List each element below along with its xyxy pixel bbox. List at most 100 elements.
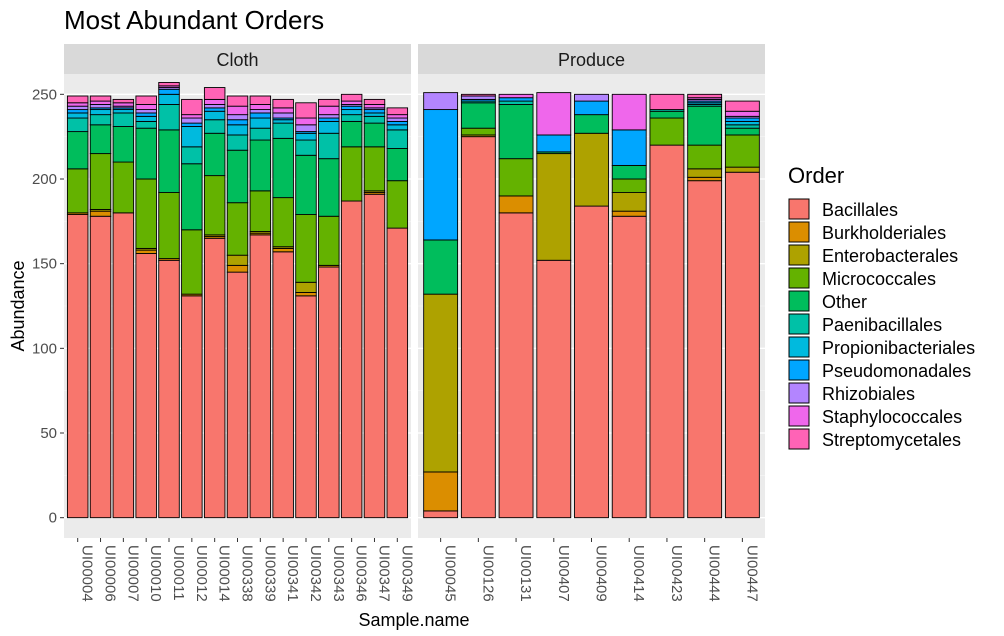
bar-segment-burkholderiales — [687, 176, 723, 182]
x-tick-label: UI00004 — [79, 545, 96, 602]
bar-segment-other — [498, 104, 534, 160]
bar-segment-staphylococcales — [135, 104, 157, 111]
bar-segment-bacillales — [66, 214, 89, 519]
bar-segment-propionibacteriales — [724, 120, 760, 126]
bar-segment-bacillales — [498, 212, 534, 519]
y-tick-label: 100 — [32, 340, 57, 357]
legend-key — [788, 221, 810, 243]
bar-segment-paenibacillales — [272, 122, 294, 139]
bar-segment-bacillales — [574, 205, 609, 519]
bar-segment-micrococcales — [89, 153, 112, 210]
bar-segment-micrococcales — [318, 215, 340, 266]
bar-segment-propionibacteriales — [135, 115, 157, 122]
x-tick-label: UI00338 — [239, 545, 256, 602]
bar-segment-micrococcales — [611, 178, 647, 193]
bar-segment-enterobacterales — [574, 132, 609, 207]
legend-key — [788, 290, 810, 312]
x-tick-label: UI00349 — [398, 545, 415, 602]
bar-segment-bacillales — [203, 237, 226, 519]
bar-segment-paenibacillales — [724, 124, 760, 129]
bar-segment-micrococcales — [649, 117, 685, 146]
bar-segment-rhizobiales — [181, 117, 203, 124]
legend-label: Bacillales — [822, 200, 898, 220]
legend-key — [788, 198, 810, 220]
bar-segment-propionibacteriales — [66, 112, 89, 119]
bar-segment-pseudomonadales — [226, 119, 249, 126]
x-tick-label: UI00045 — [442, 545, 459, 602]
bar-segment-streptomycetales — [226, 95, 249, 107]
bar-segment-other — [226, 149, 249, 204]
bar-segment-pseudomonadales — [611, 129, 647, 166]
bar-segment-streptomycetales — [135, 95, 157, 105]
y-tick-label: 150 — [32, 256, 57, 273]
bar-segment-propionibacteriales — [272, 119, 294, 124]
bar-segment-bacillales — [226, 271, 249, 519]
x-tick-label: UI00012 — [193, 545, 210, 602]
legend-label: Streptomycetales — [822, 430, 961, 450]
x-tick-label: UI00341 — [284, 545, 301, 602]
bar-segment-bacillales — [181, 295, 203, 519]
bar-segment-micrococcales — [340, 146, 363, 202]
bar-segment-propionibacteriales — [89, 109, 112, 116]
bar-segment-other — [611, 164, 647, 180]
bar-segment-paenibacillales — [89, 114, 112, 126]
bar-segment-streptomycetales — [181, 98, 203, 116]
bar-segment-pseudomonadales — [724, 117, 760, 122]
bar-segment-paenibacillales — [295, 139, 317, 156]
x-tick-label: UI00347 — [375, 545, 392, 602]
x-tick-label: UI00447 — [743, 545, 760, 602]
bar-segment-micrococcales — [135, 178, 157, 249]
bar-segment-rhizobiales — [66, 105, 89, 111]
legend: Order Bacillales Burkholderiales Enterobac… — [788, 163, 975, 450]
bar-segment-micrococcales — [203, 175, 226, 236]
bar-segment-pseudomonadales — [423, 109, 459, 241]
bar-segment-micrococcales — [460, 127, 496, 136]
bar-segment-micrococcales — [272, 197, 294, 248]
x-tick-label: UI00409 — [593, 545, 610, 602]
bar-segment-staphylococcales — [498, 93, 534, 99]
legend-label: Rhizobiales — [822, 384, 915, 404]
bar-segment-other — [340, 120, 363, 148]
bar-segment-bacillales — [460, 136, 496, 519]
bar-segment-pseudomonadales — [386, 120, 409, 126]
bar-segment-micrococcales — [724, 134, 760, 168]
bar-segment-bacillales — [135, 253, 157, 519]
facet-label-produce: Produce — [558, 50, 625, 70]
legend-key — [788, 382, 810, 404]
bar-segment-burkholderiales — [498, 195, 534, 214]
bar-segment-paenibacillales — [135, 120, 157, 129]
bar-segment-bacillales — [611, 215, 647, 519]
legend-key — [788, 267, 810, 289]
x-tick-label: UI00346 — [353, 545, 370, 602]
bar-segment-micrococcales — [295, 214, 317, 283]
bar-segment-staphylococcales — [295, 117, 317, 126]
bar-segment-other — [89, 124, 112, 155]
bar-segment-staphylococcales — [611, 93, 647, 131]
bar-segment-burkholderiales — [272, 247, 294, 253]
bar-segment-streptomycetales — [295, 102, 317, 119]
chart-title: Most Abundant Orders — [64, 5, 324, 35]
bar-segment-rhizobiales — [574, 93, 609, 102]
x-tick-label: UI00007 — [124, 545, 141, 602]
bar-segment-micrococcales — [66, 168, 89, 214]
bar-segment-pseudomonadales — [574, 100, 609, 116]
bar-segment-enterobacterales — [295, 281, 317, 293]
bar-segment-other — [363, 122, 386, 148]
bar-segment-other — [460, 102, 496, 129]
bar-segment-burkholderiales — [423, 471, 459, 512]
bar-segment-micrococcales — [181, 229, 203, 295]
bar-segment-enterobacterales — [226, 254, 249, 266]
bar-segment-pseudomonadales — [340, 105, 363, 111]
bar-segment-staphylococcales — [66, 102, 89, 107]
bar-segment-other — [386, 148, 409, 182]
bar-segment-rhizobiales — [203, 104, 226, 109]
bar-segment-pseudomonadales — [135, 112, 157, 117]
bar-segment-propionibacteriales — [318, 120, 340, 134]
x-tick-label: UI00014 — [216, 545, 233, 602]
bar-segment-pseudomonadales — [498, 97, 534, 102]
x-tick-label: UI00006 — [102, 545, 119, 602]
bar-segment-micrococcales — [363, 146, 386, 192]
x-tick-label: UI00444 — [706, 545, 723, 602]
legend-label: Staphylococcales — [822, 407, 962, 427]
